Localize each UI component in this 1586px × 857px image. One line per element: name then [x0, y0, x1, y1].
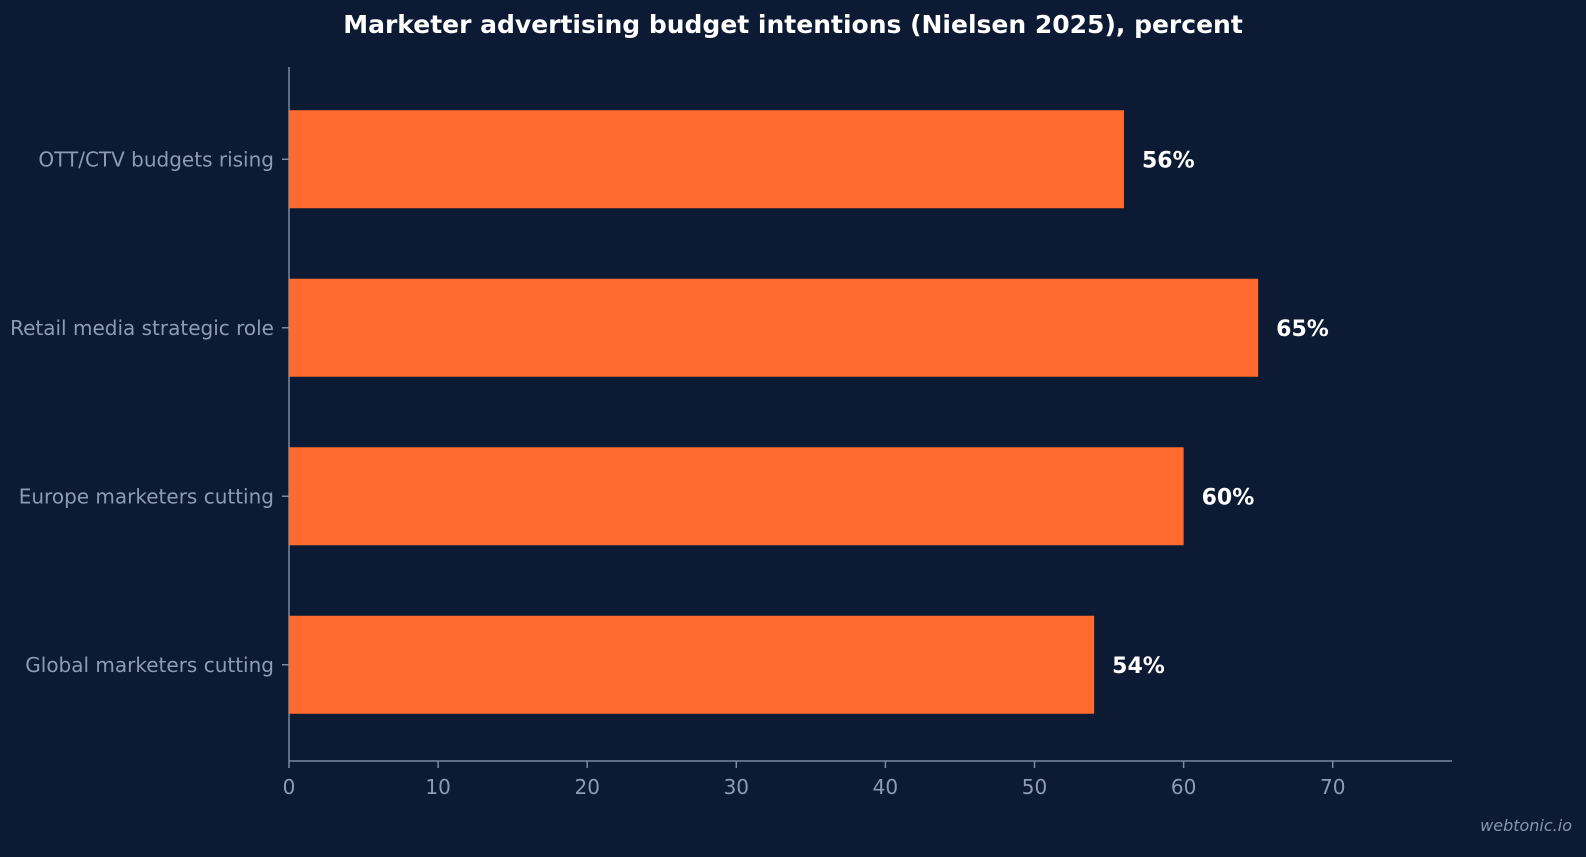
data-label: 65%: [1276, 317, 1329, 342]
x-tick-label: 10: [425, 775, 450, 799]
category-label: OTT/CTV budgets rising: [38, 147, 274, 171]
data-label: 56%: [1142, 148, 1195, 173]
x-tick-label: 20: [574, 775, 599, 799]
x-tick-label: 60: [1171, 775, 1196, 799]
bar: [289, 110, 1124, 209]
data-label: 60%: [1202, 485, 1255, 510]
x-tick-label: 40: [873, 775, 898, 799]
x-tick-label: 0: [283, 775, 296, 799]
bar: [289, 615, 1095, 714]
category-label: Europe marketers cutting: [19, 484, 274, 508]
category-label: Retail media strategic role: [10, 316, 274, 340]
bar: [289, 278, 1259, 377]
chart-title: Marketer advertising budget intentions (…: [343, 10, 1243, 39]
x-tick-label: 30: [724, 775, 749, 799]
x-tick-label: 50: [1022, 775, 1047, 799]
x-tick-label: 70: [1320, 775, 1345, 799]
category-label: Global marketers cutting: [25, 653, 274, 677]
bar: [289, 447, 1184, 546]
data-label: 54%: [1112, 654, 1165, 679]
watermark: webtonic.io: [1480, 816, 1572, 835]
